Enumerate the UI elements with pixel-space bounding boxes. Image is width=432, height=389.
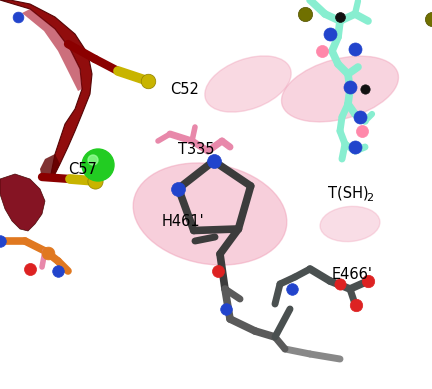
- Point: [356, 114, 363, 120]
- Text: T(SH): T(SH): [328, 185, 368, 200]
- Point: [175, 186, 182, 192]
- Polygon shape: [22, 9, 82, 91]
- Point: [362, 86, 368, 92]
- Point: [429, 16, 432, 22]
- Point: [337, 281, 343, 287]
- Point: [44, 250, 51, 256]
- Circle shape: [88, 155, 98, 165]
- Text: C57: C57: [68, 162, 97, 177]
- Polygon shape: [0, 174, 45, 231]
- Ellipse shape: [320, 207, 380, 242]
- Polygon shape: [40, 154, 60, 179]
- Point: [352, 144, 359, 150]
- Text: C52: C52: [170, 82, 199, 97]
- Text: 2: 2: [366, 193, 373, 203]
- Point: [346, 84, 353, 90]
- Point: [359, 128, 365, 134]
- Text: H461': H461': [162, 214, 205, 229]
- Point: [210, 158, 217, 164]
- Ellipse shape: [133, 163, 287, 265]
- Polygon shape: [0, 0, 92, 179]
- Point: [215, 268, 222, 274]
- Point: [318, 48, 325, 54]
- Point: [145, 78, 152, 84]
- Ellipse shape: [205, 56, 291, 112]
- Point: [222, 306, 229, 312]
- Text: E466': E466': [332, 267, 373, 282]
- Point: [353, 302, 359, 308]
- Ellipse shape: [282, 56, 398, 122]
- Point: [289, 286, 295, 292]
- Point: [0, 238, 3, 244]
- Point: [15, 14, 22, 20]
- Point: [327, 31, 334, 37]
- Circle shape: [82, 149, 114, 181]
- Point: [337, 14, 343, 20]
- Point: [352, 46, 359, 52]
- Text: T335: T335: [178, 142, 215, 157]
- Point: [54, 268, 61, 274]
- Point: [92, 178, 98, 184]
- Point: [365, 278, 372, 284]
- Point: [302, 11, 308, 17]
- Point: [26, 266, 33, 272]
